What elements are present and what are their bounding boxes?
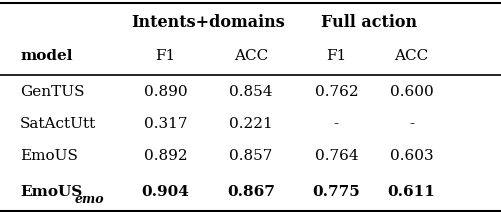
Text: Full action: Full action <box>320 14 416 31</box>
Text: 0.600: 0.600 <box>389 85 433 99</box>
Text: F1: F1 <box>326 49 346 63</box>
Text: SatActUtt: SatActUtt <box>20 117 96 131</box>
Text: 0.867: 0.867 <box>226 185 275 199</box>
Text: EmoUS: EmoUS <box>20 149 78 163</box>
Text: 0.764: 0.764 <box>314 149 357 163</box>
Text: 0.317: 0.317 <box>144 117 187 131</box>
Text: emo: emo <box>74 193 104 206</box>
Text: model: model <box>20 49 73 63</box>
Text: Intents+domains: Intents+domains <box>131 14 285 31</box>
Text: EmoUS: EmoUS <box>20 185 82 199</box>
Text: GenTUS: GenTUS <box>20 85 84 99</box>
Text: 0.890: 0.890 <box>144 85 187 99</box>
Text: 0.854: 0.854 <box>229 85 272 99</box>
Text: 0.904: 0.904 <box>141 185 189 199</box>
Text: -: - <box>333 117 338 131</box>
Text: 0.603: 0.603 <box>389 149 432 163</box>
Text: 0.857: 0.857 <box>229 149 272 163</box>
Text: 0.762: 0.762 <box>314 85 357 99</box>
Text: 0.892: 0.892 <box>144 149 187 163</box>
Text: 0.611: 0.611 <box>387 185 435 199</box>
Text: F1: F1 <box>155 49 175 63</box>
Text: 0.775: 0.775 <box>312 185 360 199</box>
Text: -: - <box>408 117 413 131</box>
Text: ACC: ACC <box>233 49 268 63</box>
Text: ACC: ACC <box>394 49 428 63</box>
Text: 0.221: 0.221 <box>228 117 273 131</box>
